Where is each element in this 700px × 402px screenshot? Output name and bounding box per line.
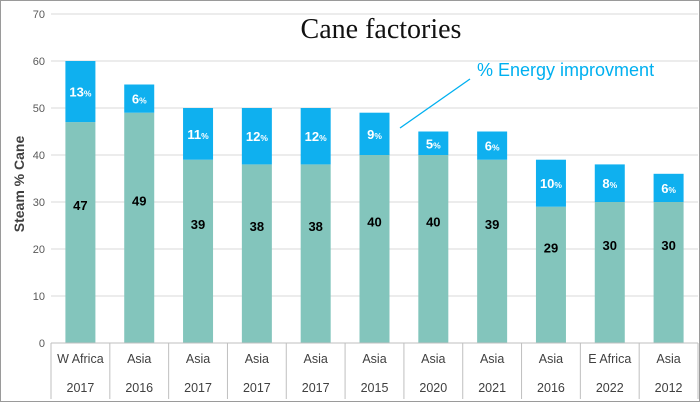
improvement-value-label: 13% — [69, 85, 91, 100]
x-category-label: W Africa — [57, 352, 104, 366]
base-value-label: 29 — [544, 240, 558, 255]
x-category-label: Asia — [245, 352, 269, 366]
improvement-value-label: 6% — [132, 92, 147, 107]
improvement-value-label: 11% — [187, 127, 209, 142]
bar-base-segment — [653, 202, 684, 343]
bar-base-segment — [241, 164, 272, 343]
bars — [65, 61, 684, 343]
improvement-value-label: 12% — [246, 129, 268, 144]
y-tick-label: 60 — [33, 56, 45, 68]
bar-base-segment — [359, 155, 390, 343]
base-value-label: 30 — [661, 238, 675, 253]
bar-base-segment — [124, 112, 155, 343]
chart-title: Cane factories — [301, 14, 462, 45]
bar-base-segment — [65, 122, 96, 343]
bar-improvement-segment — [300, 108, 331, 165]
x-category-label: Asia — [127, 352, 151, 366]
axes: 0 10 20 30 40 50 60 70 W Africa 2017 Asia 2016 Asia 2… — [33, 9, 699, 399]
base-value-label: 38 — [250, 219, 264, 234]
y-axis-label: Steam % Cane — [11, 136, 27, 233]
data-labels: 47 13% 49 6% 39 11% 38 12% 38 12% 40 9% 40 5% 39 6% 29 10… — [69, 85, 676, 256]
bar-improvement-segment — [241, 108, 272, 165]
x-year-label: 2016 — [125, 381, 153, 395]
x-year-label: 2020 — [419, 381, 447, 395]
x-category-label: Asia — [656, 352, 680, 366]
annotation-leader-line — [399, 78, 471, 129]
x-year-label: 2012 — [655, 381, 683, 395]
bar-base-segment — [300, 164, 331, 343]
bar-base-segment — [183, 159, 214, 343]
bar-improvement-segment — [653, 173, 684, 202]
y-tick-label: 0 — [39, 338, 45, 350]
improvement-value-label: 8% — [602, 176, 617, 191]
x-category-label: Asia — [421, 352, 445, 366]
y-tick-label: 30 — [33, 197, 45, 209]
y-tick-label: 40 — [33, 150, 45, 162]
bar-improvement-segment — [124, 84, 155, 113]
base-value-label: 47 — [73, 198, 87, 213]
bar-improvement-segment — [594, 164, 625, 202]
improvement-value-label: 5% — [426, 136, 441, 151]
x-year-label: 2017 — [302, 381, 330, 395]
improvement-value-label: 9% — [367, 127, 382, 142]
y-tick-label: 70 — [33, 9, 45, 21]
bar-improvement-segment — [65, 61, 96, 123]
x-category-label: Asia — [186, 352, 210, 366]
x-year-label: 2022 — [596, 381, 624, 395]
y-tick-label: 20 — [33, 244, 45, 256]
x-year-label: 2017 — [184, 381, 212, 395]
x-category-label: Asia — [480, 352, 504, 366]
improvement-value-label: 6% — [661, 181, 676, 196]
base-value-label: 40 — [426, 215, 440, 230]
bar-base-segment — [477, 159, 508, 343]
bar-improvement-segment — [359, 112, 390, 155]
x-year-label: 2015 — [361, 381, 389, 395]
base-value-label: 39 — [191, 217, 205, 232]
x-year-label: 2016 — [537, 381, 565, 395]
x-year-label: 2017 — [67, 381, 95, 395]
bar-improvement-segment — [535, 159, 566, 207]
bar-base-segment — [594, 202, 625, 343]
improvement-value-label: 6% — [485, 139, 500, 154]
x-category-label: Asia — [304, 352, 328, 366]
base-value-label: 39 — [485, 217, 499, 232]
bar-improvement-segment — [477, 131, 508, 160]
x-category-label: E Africa — [588, 352, 631, 366]
base-value-label: 49 — [132, 193, 146, 208]
bar-improvement-segment — [183, 108, 214, 160]
x-category-label: Asia — [362, 352, 386, 366]
x-year-label: 2017 — [243, 381, 271, 395]
bar-base-segment — [535, 206, 566, 343]
x-year-label: 2021 — [478, 381, 506, 395]
y-tick-label: 50 — [33, 103, 45, 115]
base-value-label: 40 — [367, 215, 381, 230]
annotation-label: % Energy improvment — [477, 60, 654, 80]
improvement-value-label: 10% — [540, 176, 562, 191]
x-category-label: Asia — [539, 352, 563, 366]
bar-base-segment — [418, 155, 449, 343]
y-tick-label: 10 — [33, 291, 45, 303]
bar-improvement-segment — [418, 131, 449, 155]
base-value-label: 30 — [603, 238, 617, 253]
base-value-label: 38 — [308, 219, 322, 234]
improvement-value-label: 12% — [305, 129, 327, 144]
